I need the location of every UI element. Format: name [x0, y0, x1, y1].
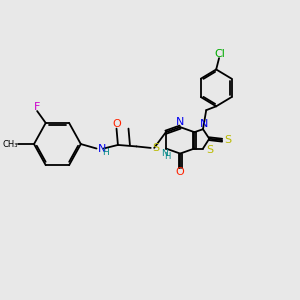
Text: Cl: Cl: [214, 49, 225, 59]
Text: F: F: [34, 103, 40, 112]
Text: S: S: [206, 145, 214, 155]
Text: S: S: [152, 142, 159, 153]
Text: CH₃: CH₃: [2, 140, 18, 148]
Text: N: N: [176, 117, 184, 127]
Text: O: O: [176, 167, 184, 177]
Text: H: H: [103, 148, 109, 158]
Text: O: O: [112, 119, 121, 129]
Text: N: N: [161, 149, 168, 158]
Text: H: H: [164, 152, 171, 161]
Text: N: N: [98, 143, 106, 154]
Text: S: S: [224, 135, 232, 145]
Text: N: N: [200, 119, 208, 129]
